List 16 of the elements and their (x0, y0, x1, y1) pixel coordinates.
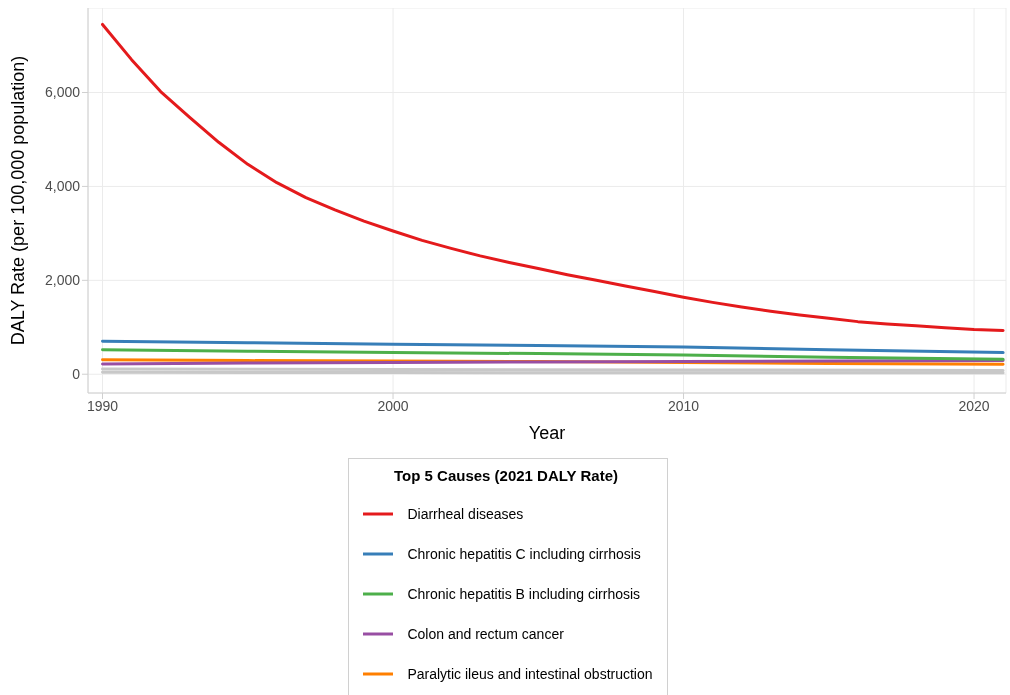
x-tick-label: 1990 (86, 397, 119, 414)
x-axis-title: Year (528, 423, 566, 443)
legend-label: Chronic hepatitis C including cirrhosis (407, 546, 641, 562)
legend-label: Diarrheal diseases (407, 506, 524, 522)
legend-title: Top 5 Causes (2021 DALY Rate) (393, 467, 619, 484)
y-tick-label: 0 (72, 366, 81, 383)
x-tick-label: 2020 (958, 397, 990, 414)
x-tick-label: 2010 (667, 397, 700, 414)
legend-label: Colon and rectum cancer (407, 626, 564, 642)
legend-label: Chronic hepatitis B including cirrhosis (407, 586, 641, 602)
y-tick-label: 4,000 (44, 178, 81, 195)
x-tick-label: 2000 (377, 397, 409, 414)
y-axis-title: DALY Rate (per 100,000 population) (8, 55, 29, 346)
y-tick-label: 2,000 (44, 272, 81, 289)
y-tick-label: 6,000 (44, 84, 81, 101)
legend-label: Paralytic ileus and intestinal obstruction (407, 666, 653, 682)
